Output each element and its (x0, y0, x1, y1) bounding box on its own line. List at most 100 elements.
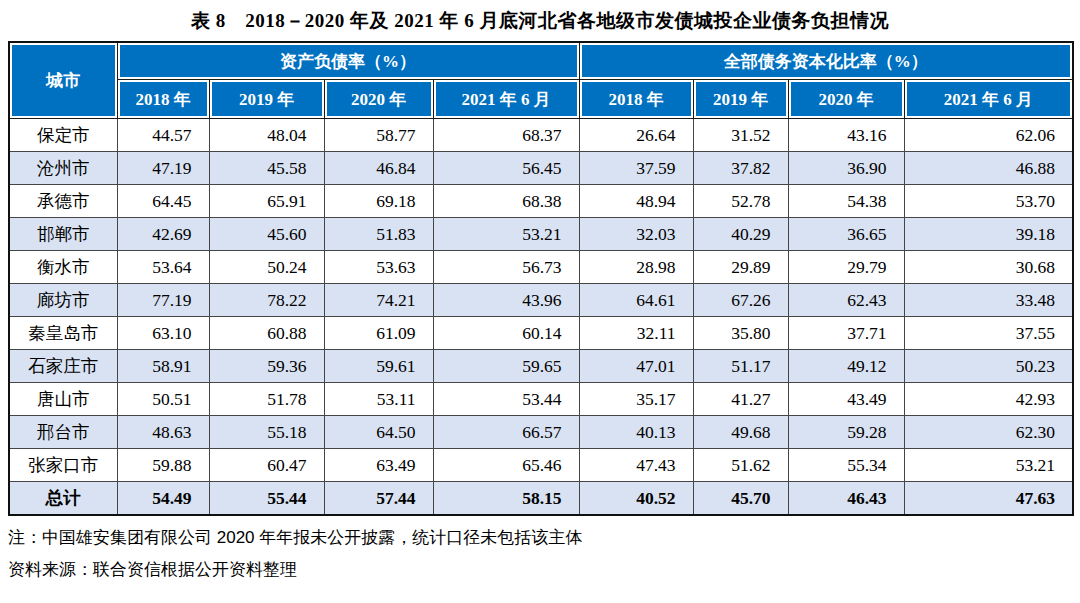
value-cell: 42.69 (117, 218, 209, 251)
city-cell: 邯郸市 (9, 218, 117, 251)
value-cell: 77.19 (117, 284, 209, 317)
value-cell: 59.65 (433, 350, 579, 383)
debt-burden-table: 城市 资产负债率（%） 全部债务资本化比率（%） 2018 年 2019 年 2… (8, 41, 1074, 516)
value-cell: 44.57 (117, 119, 209, 152)
value-cell: 59.61 (324, 350, 433, 383)
value-cell: 41.27 (693, 383, 788, 416)
value-cell: 53.63 (324, 251, 433, 284)
report-page: 表 8 2018－2020 年及 2021 年 6 月底河北省各地级市发债城投企… (0, 0, 1080, 603)
value-cell: 51.62 (693, 449, 788, 482)
value-cell: 40.29 (693, 218, 788, 251)
table-row: 邢台市48.6355.1864.5066.5740.1349.6859.2862… (9, 416, 1073, 449)
value-cell: 64.61 (579, 284, 693, 317)
value-cell: 45.58 (209, 152, 324, 185)
value-cell: 29.79 (788, 251, 904, 284)
value-cell: 54.38 (788, 185, 904, 218)
value-cell: 68.37 (433, 119, 579, 152)
group-header-debt-capitalization-ratio: 全部债务资本化比率（%） (579, 42, 1073, 80)
note-line: 注：中国雄安集团有限公司 2020 年年报未公开披露，统计口径未包括该主体 (8, 527, 1080, 549)
group-header-asset-liability-ratio: 资产负债率（%） (117, 42, 579, 80)
value-cell: 53.21 (433, 218, 579, 251)
value-cell: 35.80 (693, 317, 788, 350)
value-cell: 56.73 (433, 251, 579, 284)
table-row: 廊坊市77.1978.2274.2143.9664.6167.2662.4333… (9, 284, 1073, 317)
year-header: 2021 年 6 月 (433, 80, 579, 119)
city-cell: 总计 (9, 482, 117, 516)
value-cell: 55.34 (788, 449, 904, 482)
value-cell: 45.70 (693, 482, 788, 516)
value-cell: 50.24 (209, 251, 324, 284)
value-cell: 32.11 (579, 317, 693, 350)
year-header: 2020 年 (788, 80, 904, 119)
table-row: 唐山市50.5151.7853.1153.4435.1741.2743.4942… (9, 383, 1073, 416)
value-cell: 52.78 (693, 185, 788, 218)
value-cell: 63.10 (117, 317, 209, 350)
table-row: 承德市64.4565.9169.1868.3848.9452.7854.3853… (9, 185, 1073, 218)
value-cell: 47.63 (904, 482, 1073, 516)
year-header: 2018 年 (579, 80, 693, 119)
table-row: 沧州市47.1945.5846.8456.4537.5937.8236.9046… (9, 152, 1073, 185)
value-cell: 55.18 (209, 416, 324, 449)
value-cell: 54.49 (117, 482, 209, 516)
value-cell: 49.68 (693, 416, 788, 449)
value-cell: 32.03 (579, 218, 693, 251)
value-cell: 43.16 (788, 119, 904, 152)
value-cell: 30.68 (904, 251, 1073, 284)
value-cell: 36.65 (788, 218, 904, 251)
value-cell: 63.49 (324, 449, 433, 482)
value-cell: 60.14 (433, 317, 579, 350)
year-header: 2021 年 6 月 (904, 80, 1073, 119)
table-row: 秦皇岛市63.1060.8861.0960.1432.1135.8037.713… (9, 317, 1073, 350)
table-title: 表 8 2018－2020 年及 2021 年 6 月底河北省各地级市发债城投企… (0, 0, 1080, 33)
year-header: 2018 年 (117, 80, 209, 119)
total-row: 总计54.4955.4457.4458.1540.5245.7046.4347.… (9, 482, 1073, 516)
value-cell: 65.91 (209, 185, 324, 218)
value-cell: 58.15 (433, 482, 579, 516)
value-cell: 60.88 (209, 317, 324, 350)
city-cell: 衡水市 (9, 251, 117, 284)
value-cell: 55.44 (209, 482, 324, 516)
value-cell: 28.98 (579, 251, 693, 284)
corner-header-city: 城市 (9, 42, 117, 119)
value-cell: 48.04 (209, 119, 324, 152)
value-cell: 68.38 (433, 185, 579, 218)
value-cell: 56.45 (433, 152, 579, 185)
city-cell: 石家庄市 (9, 350, 117, 383)
value-cell: 64.45 (117, 185, 209, 218)
value-cell: 39.18 (904, 218, 1073, 251)
value-cell: 40.52 (579, 482, 693, 516)
value-cell: 50.51 (117, 383, 209, 416)
value-cell: 58.91 (117, 350, 209, 383)
value-cell: 62.06 (904, 119, 1073, 152)
value-cell: 37.82 (693, 152, 788, 185)
table-row: 衡水市53.6450.2453.6356.7328.9829.8929.7930… (9, 251, 1073, 284)
value-cell: 40.13 (579, 416, 693, 449)
value-cell: 78.22 (209, 284, 324, 317)
value-cell: 51.78 (209, 383, 324, 416)
value-cell: 53.21 (904, 449, 1073, 482)
value-cell: 67.26 (693, 284, 788, 317)
value-cell: 29.89 (693, 251, 788, 284)
value-cell: 46.88 (904, 152, 1073, 185)
value-cell: 26.64 (579, 119, 693, 152)
table-header: 城市 资产负债率（%） 全部债务资本化比率（%） 2018 年 2019 年 2… (9, 42, 1073, 119)
table-row: 邯郸市42.6945.6051.8353.2132.0340.2936.6539… (9, 218, 1073, 251)
value-cell: 48.63 (117, 416, 209, 449)
value-cell: 37.59 (579, 152, 693, 185)
source-line: 资料来源：联合资信根据公开资料整理 (8, 559, 1080, 581)
value-cell: 57.44 (324, 482, 433, 516)
table-row: 石家庄市58.9159.3659.6159.6547.0151.1749.125… (9, 350, 1073, 383)
value-cell: 51.17 (693, 350, 788, 383)
city-cell: 沧州市 (9, 152, 117, 185)
value-cell: 35.17 (579, 383, 693, 416)
table-body: 保定市44.5748.0458.7768.3726.6431.5243.1662… (9, 119, 1073, 516)
value-cell: 50.23 (904, 350, 1073, 383)
value-cell: 48.94 (579, 185, 693, 218)
value-cell: 36.90 (788, 152, 904, 185)
value-cell: 46.43 (788, 482, 904, 516)
value-cell: 74.21 (324, 284, 433, 317)
value-cell: 37.71 (788, 317, 904, 350)
value-cell: 62.43 (788, 284, 904, 317)
city-cell: 张家口市 (9, 449, 117, 482)
value-cell: 69.18 (324, 185, 433, 218)
